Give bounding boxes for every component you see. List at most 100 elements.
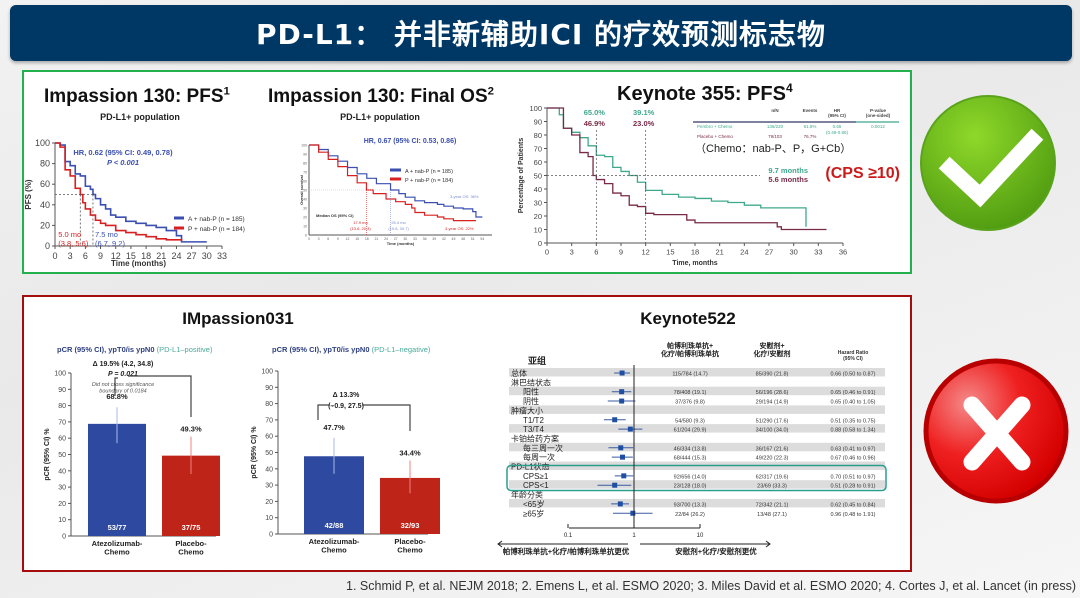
chart-title: Impassion 130: Final OS2: [268, 85, 494, 107]
y-tick-label: 100: [261, 369, 273, 376]
y-tick-label: 0: [538, 239, 542, 248]
km-curve-treatment: [309, 144, 483, 218]
x-tick-label: 3: [318, 237, 320, 241]
hazard-ratio-marker: [620, 454, 626, 460]
slide-title: PD-L1： 并非新辅助ICI 的疗效预测标志物: [255, 18, 827, 51]
bar-value-label: 68.8%: [106, 392, 128, 401]
hazard-ratio-value: 0.65 (0.40 to 1.05): [831, 400, 876, 406]
hazard-ratio-value: 0.65 (0.46 to 0.91): [831, 390, 876, 396]
bar-value-label: 34.4%: [399, 449, 421, 458]
y-tick-label: 50: [534, 172, 542, 181]
x-tick-label: 18: [365, 237, 369, 241]
column-header-placebo: 安慰剂+化疗/安慰剂: [754, 341, 791, 358]
subgroup-label: 卡铂给药方案: [511, 433, 559, 443]
y-tick-label: 50: [58, 452, 66, 459]
row-shading: [509, 386, 885, 396]
y-tick-label: 100: [529, 104, 542, 113]
comparison-bracket: [114, 375, 192, 417]
subgroup-label: 总体: [511, 368, 527, 378]
y-tick-label: 80: [534, 131, 542, 140]
median-ci: (6.7, 9.2): [95, 239, 126, 248]
legend-entry: A + nab-P (n = 185): [405, 169, 453, 175]
x-tick-label: 0: [52, 251, 57, 261]
table-n: 136/220: [767, 124, 784, 129]
y-tick-label: 100: [301, 144, 307, 148]
y-tick-label: 30: [265, 483, 273, 490]
bar-value-label: 49.3%: [180, 425, 202, 434]
y-tick-label: 60: [303, 180, 307, 184]
y-tick-label: 20: [265, 499, 273, 506]
x-tick-label: 6: [83, 251, 88, 261]
chart-subtitle: PD-L1+ population: [100, 112, 180, 122]
hazard-ratio-annotation: HR, 0.67 (95% CI: 0.53, 0.86): [364, 138, 457, 145]
y-tick-label: 60: [40, 179, 50, 189]
x-tick-label: 9: [619, 248, 623, 257]
y-tick-label: 30: [534, 199, 542, 208]
y-tick-label: 40: [303, 198, 307, 202]
section-title-impassion031: IMpassion031: [182, 309, 294, 328]
hazard-ratio-value: 0.63 (0.41 to 0.97): [831, 446, 876, 452]
x-tick-label: 30: [202, 251, 212, 261]
x-tick-label: 27: [187, 251, 197, 261]
x-tick-label: 12: [111, 251, 121, 261]
legend-entry: P + nab-P (n = 184): [405, 178, 453, 184]
table-arm: Placebo + Chemo: [697, 134, 733, 139]
row-shading: [509, 442, 885, 452]
subgroup-label: 每周一次: [523, 452, 555, 462]
x-tick-label: 18: [691, 248, 699, 257]
table-header: Events: [803, 108, 818, 113]
placebo-events: 49/220 (22.3): [756, 456, 789, 462]
pembrolizumab-events: 78/408 (19.1): [674, 390, 707, 396]
median-pembro: 9.7 months: [768, 166, 808, 175]
chart-title-population: (PD-L1–negative): [372, 345, 431, 354]
x-tick-label: 0: [545, 248, 549, 257]
delta-annotation: Δ 13.3%: [333, 392, 361, 399]
x-tick-label: 36: [423, 237, 427, 241]
x-category-label: Atezolizumab-Chemo: [92, 539, 143, 557]
x-tick-label: 0.1: [564, 533, 573, 539]
subgroup-label: 肿瘤大小: [511, 405, 543, 415]
table-header: HR (95% CI): [828, 108, 846, 118]
favors-right-arrow: [640, 540, 771, 548]
x-tick-label: 24: [171, 251, 181, 261]
hazard-ratio-marker: [612, 417, 618, 423]
subgroup-label: T3/T4: [523, 425, 544, 434]
x-tick-label: 51: [471, 237, 475, 241]
median-os-label: Median OS (95% CI): [316, 213, 354, 218]
y-axis-label: Percentage of Patients: [518, 138, 525, 214]
y-tick-label: 10: [303, 225, 307, 229]
y-tick-label: 0: [45, 241, 50, 251]
x-axis-label: Time, months: [672, 260, 717, 267]
y-tick-label: 40: [265, 466, 273, 473]
subgroup-label: 年龄分类: [511, 490, 543, 500]
delta-ci-annotation: (–0.9, 27.5): [328, 403, 364, 410]
legend-entry: P + nab-P (n = 184): [188, 226, 245, 233]
chart-title: Keynote 355: PFS4: [617, 81, 793, 105]
bar-count-label: 53/77: [108, 523, 127, 532]
y-tick-label: 60: [265, 434, 273, 441]
hazard-ratio-value: 0.88 (0.58 to 1.34): [831, 428, 876, 434]
placebo-events: 62/317 (19.6): [756, 474, 789, 480]
placebo-events: 56/196 (28.6): [756, 390, 789, 396]
x-tick-label: 9: [337, 237, 339, 241]
hazard-ratio-value: 0.67 (0.46 to 0.96): [831, 456, 876, 462]
y-tick-label: 60: [58, 436, 66, 443]
table-header: n/N: [771, 108, 778, 113]
x-tick-label: 27: [394, 237, 398, 241]
landmark-label: 3-year OS: 36%: [450, 194, 479, 199]
hazard-ratio-value: 0.62 (0.45 to 0.84): [831, 502, 876, 508]
x-category-label: Placebo-Chemo: [394, 537, 426, 555]
y-axis-label: pCR (95% CI) %: [44, 428, 51, 481]
legend-entry: A + nab-P (n = 185): [188, 216, 245, 223]
placebo-events: 72/342 (21.1): [756, 502, 789, 508]
y-tick-label: 0: [269, 532, 273, 539]
y-tick-label: 10: [534, 226, 542, 235]
y-tick-label: 0: [62, 534, 66, 541]
x-tick-label: 36: [839, 248, 847, 257]
table-p: 0.0012: [871, 124, 885, 129]
row-shading: [509, 424, 885, 433]
subgroup-label: PD-L1状态: [511, 462, 550, 472]
y-tick-label: 20: [58, 501, 66, 508]
subgroup-label: 阳性: [523, 387, 539, 397]
